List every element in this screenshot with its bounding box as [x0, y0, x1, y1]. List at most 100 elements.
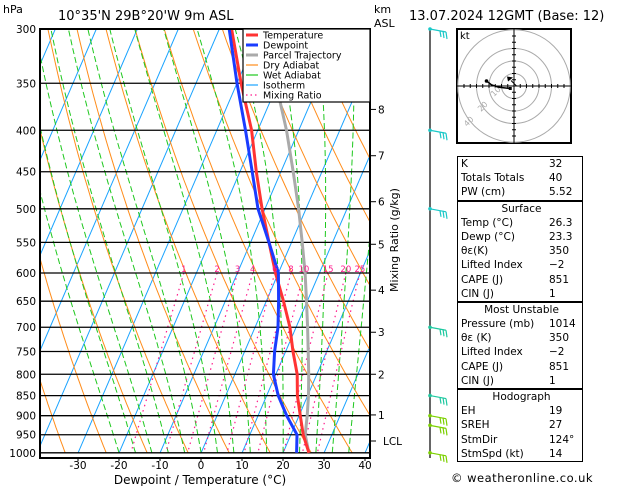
- pressure-tick-label: 450: [16, 167, 36, 179]
- dewpoint-line: [227, 29, 299, 453]
- km-tick-label: 5: [378, 239, 385, 251]
- index-row: CAPE (J) 851: [461, 360, 570, 373]
- km-tick-label: LCL: [383, 436, 402, 448]
- x-tick-label: -20: [110, 460, 127, 472]
- pressure-tick-label: 800: [16, 369, 36, 381]
- km-tick-label: 2: [378, 369, 385, 381]
- wind-barb-dot: [428, 27, 432, 31]
- index-row: K 32: [461, 158, 563, 170]
- dry-adiabat-line: [279, 29, 370, 223]
- wind-barb: [429, 28, 448, 40]
- index-row: CAPE (J) 851: [461, 273, 570, 286]
- index-row: Temp (°C) 26.3: [461, 216, 573, 229]
- mixing-ratio-label: 2: [214, 265, 219, 275]
- wet-adiabat-line: [40, 189, 120, 453]
- legend-label: Mixing Ratio: [263, 91, 322, 102]
- pressure-tick-label: 700: [16, 322, 36, 334]
- mixing-ratio-line: [301, 272, 347, 453]
- wet-adiabat-line: [196, 29, 268, 453]
- isotherm-line: [40, 29, 138, 257]
- wind-barb-dot: [428, 413, 432, 418]
- mixing-ratio-label: 3: [235, 265, 240, 275]
- index-row: CIN (J) 1: [461, 374, 556, 387]
- mixing-ratio-axis-label: Mixing Ratio (g/kg): [388, 188, 401, 292]
- wind-barb: [429, 415, 448, 426]
- mixing-ratio-label: 20: [340, 265, 351, 275]
- km-tick-label: 4: [378, 285, 385, 297]
- isotherm-line: [40, 29, 220, 448]
- hodograph-marker: [508, 87, 512, 90]
- pressure-tick-label: 400: [16, 125, 36, 137]
- x-tick-label: 20: [276, 460, 289, 472]
- dry-adiabat-line: [76, 29, 230, 454]
- legend-label: Parcel Trajectory: [263, 51, 342, 62]
- index-row: Lifted Index −2: [461, 346, 565, 359]
- hodograph-title: Hodograph: [492, 391, 551, 403]
- surface-box: Surface Temp (°C) 26.3 Dewp (°C) 23.3 θε(K…: [457, 200, 583, 302]
- x-tick-label: -30: [69, 460, 86, 472]
- index-row: CIN (J) 1: [461, 287, 556, 300]
- pressure-tick-label: 350: [16, 78, 36, 90]
- wet-adiabat-line: [40, 124, 136, 453]
- pressure-tick-label: 950: [16, 430, 36, 442]
- legend-label: Wet Adiabat: [263, 71, 321, 82]
- x-axis-label: Dewpoint / Temperature (°C): [114, 473, 286, 486]
- dry-adiabat-line: [250, 29, 370, 287]
- wind-barb: [429, 129, 448, 141]
- pressure-tick-label: 900: [16, 411, 36, 423]
- mixing-ratio-label: 15: [323, 265, 334, 275]
- index-row: PW (cm) 5.52: [461, 186, 573, 199]
- pressure-tick-label: 600: [16, 268, 36, 280]
- datetime-title: 13.07.2024 12GMT (Base: 12): [409, 9, 604, 24]
- pressure-tick-label: 650: [16, 296, 36, 308]
- mixing-ratio-line: [283, 272, 329, 453]
- wet-adiabat-line: [331, 29, 355, 453]
- x-tick-label: 0: [198, 460, 205, 472]
- indices-table: K 32 Totals Totals 40 PW (cm) 5.52 Surface …: [457, 156, 583, 462]
- legend-label: Isotherm: [263, 81, 305, 92]
- hpa-unit-label: hPa: [3, 3, 23, 16]
- wet-adiabat-line: [315, 29, 327, 453]
- wind-barb-dot: [428, 128, 432, 133]
- isotherm-line: [77, 29, 261, 453]
- x-tick-label: 30: [317, 460, 330, 472]
- copyright: © weatheronline.co.uk: [451, 471, 594, 485]
- index-row: StmDir 124°: [461, 433, 575, 446]
- index-row: Dewp (°C) 23.3: [461, 230, 573, 243]
- parcel-trajectory-line: [258, 29, 311, 454]
- most-unstable-box: Most Unstable Pressure (mb) 1014 θε (K) 35…: [457, 301, 583, 389]
- location-title: 10°35'N 29B°20'W 9m ASL: [58, 9, 234, 24]
- storm-motion-line: [510, 80, 517, 87]
- pressure-tick-label: 550: [16, 237, 36, 249]
- isotherm-line: [0, 29, 14, 453]
- wind-barb-dot: [428, 325, 432, 330]
- wind-barb: [429, 326, 448, 338]
- mixing-ratio-label: 10: [299, 265, 310, 275]
- mixing-ratio-line: [316, 272, 361, 453]
- index-row: θε(K) 350: [461, 245, 570, 258]
- most-unstable-title: Most Unstable: [484, 303, 559, 316]
- temperature-line: [230, 29, 311, 454]
- mixing-ratio-label: 1: [181, 265, 186, 275]
- hodograph-box: Hodograph EH 19 SREH 27 StmDir 124° StmSpd …: [457, 389, 583, 462]
- wind-barb: [429, 452, 448, 463]
- mixing-ratio-label: 25: [354, 265, 365, 275]
- indices-top-box: K 32 Totals Totals 40 PW (cm) 5.52: [457, 156, 583, 201]
- wind-barb: [429, 208, 448, 219]
- wind-barb-dot: [428, 393, 432, 398]
- index-row: EH 19: [461, 405, 563, 418]
- km-tick-label: 6: [378, 197, 385, 209]
- km-unit-label: km: [374, 3, 391, 16]
- hodograph-trace: [486, 80, 511, 90]
- km-tick-label: 1: [378, 410, 385, 422]
- pressure-tick-label: 750: [16, 347, 36, 359]
- mixing-ratio-label: 8: [288, 265, 293, 275]
- index-row: SREH 27: [461, 419, 563, 432]
- legend-label: Dry Adiabat: [263, 61, 320, 72]
- hodograph-start-dot: [484, 79, 489, 83]
- wind-barb: [429, 395, 448, 406]
- plot-frame: [39, 28, 371, 459]
- isotherm-line: [323, 344, 370, 453]
